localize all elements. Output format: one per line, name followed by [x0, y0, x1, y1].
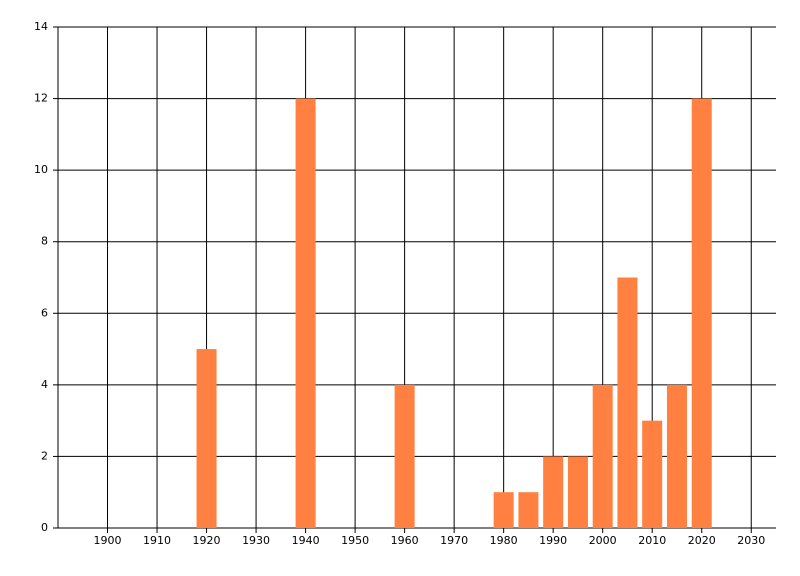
y-tick-label: 12	[34, 92, 48, 105]
y-tick-label: 6	[41, 306, 48, 319]
bar	[543, 456, 564, 528]
x-tick-label: 1950	[341, 534, 369, 547]
bar	[617, 277, 638, 528]
x-tick-label: 2000	[589, 534, 617, 547]
x-tick-label: 1910	[143, 534, 171, 547]
x-tick-label: 1940	[292, 534, 320, 547]
bar	[691, 98, 712, 529]
x-tick-label: 2020	[688, 534, 716, 547]
x-tick-label: 1900	[94, 534, 122, 547]
y-tick-label: 2	[41, 449, 48, 462]
y-tick-label: 0	[41, 521, 48, 534]
x-tick-label: 1930	[242, 534, 270, 547]
bar	[518, 492, 539, 528]
bar	[196, 349, 217, 528]
x-tick-label: 1980	[490, 534, 518, 547]
bar	[295, 98, 316, 529]
bar	[567, 456, 588, 528]
y-tick-label: 8	[41, 235, 48, 248]
x-tick-label: 1970	[440, 534, 468, 547]
bar	[493, 492, 514, 528]
bar	[666, 384, 687, 528]
y-tick-label: 10	[34, 163, 48, 176]
bar	[592, 384, 613, 528]
x-tick-label: 1920	[193, 534, 221, 547]
bar	[394, 384, 415, 528]
x-tick-label: 1960	[391, 534, 419, 547]
y-tick-label: 4	[41, 378, 48, 391]
x-tick-label: 2010	[638, 534, 666, 547]
x-tick-label: 1990	[539, 534, 567, 547]
x-tick-label: 2030	[737, 534, 765, 547]
bar	[642, 420, 663, 528]
y-tick-label: 14	[34, 20, 48, 33]
